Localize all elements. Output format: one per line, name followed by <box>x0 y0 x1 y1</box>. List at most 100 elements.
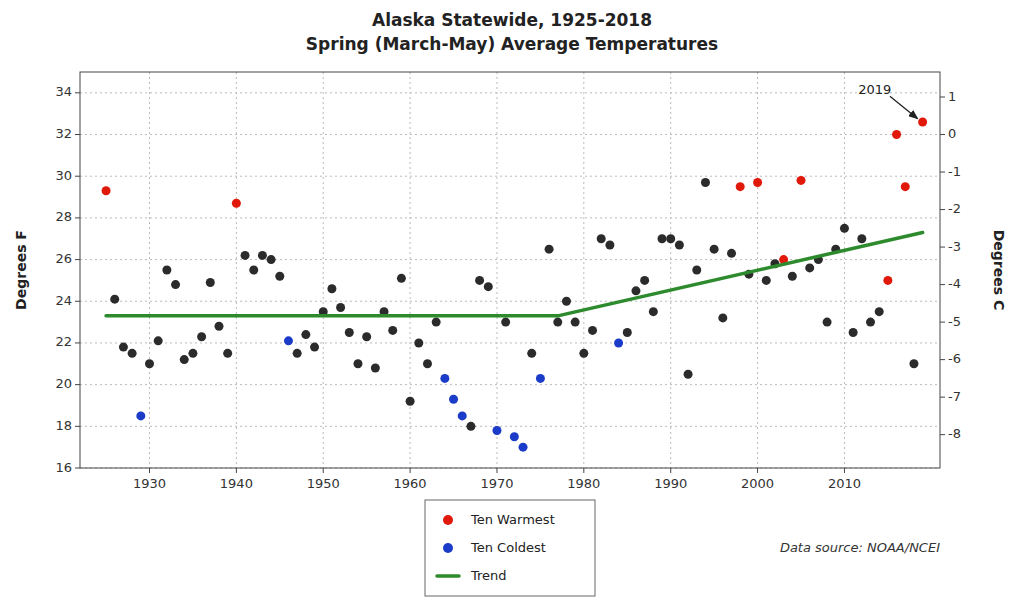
point <box>353 359 362 368</box>
tick-y <box>75 342 80 343</box>
legend-label: Trend <box>470 568 507 583</box>
tick-label-y2: 1 <box>948 89 956 104</box>
legend: Ten Warmest Ten Coldest Trend <box>425 500 595 596</box>
point <box>223 349 232 358</box>
point <box>206 278 215 287</box>
point <box>423 359 432 368</box>
tick-label-y2: -3 <box>948 239 961 254</box>
point <box>258 251 267 260</box>
tick-label-y2: -2 <box>948 201 961 216</box>
legend-label: Ten Warmest <box>470 512 555 527</box>
grid-line-x <box>583 72 584 468</box>
point <box>458 411 467 420</box>
point <box>371 363 380 372</box>
tick-y2 <box>940 434 945 435</box>
annotation: 2019 <box>858 82 891 97</box>
point <box>293 349 302 358</box>
tick-label-x: 1940 <box>220 476 253 491</box>
point <box>588 326 597 335</box>
tick-label-y2: -1 <box>948 164 961 179</box>
point <box>501 318 510 327</box>
y2-axis-label: Degrees C <box>991 230 1007 311</box>
legend-label: Ten Coldest <box>470 540 546 555</box>
point <box>432 318 441 327</box>
grid-line-y <box>80 301 940 302</box>
tick-label-y: 20 <box>55 376 72 391</box>
tick-label-x: 2010 <box>828 476 861 491</box>
point <box>545 245 554 254</box>
tick-label-x: 1930 <box>133 476 166 491</box>
point <box>102 186 111 195</box>
point <box>301 330 310 339</box>
point <box>440 374 449 383</box>
point <box>614 338 623 347</box>
tick-label-x: 1960 <box>394 476 427 491</box>
point <box>171 280 180 289</box>
plot-area <box>102 118 928 452</box>
point <box>605 240 614 249</box>
point <box>692 266 701 275</box>
annotation-arrow <box>890 96 918 119</box>
tick-x <box>323 468 324 473</box>
tick-x <box>149 468 150 473</box>
point <box>840 224 849 233</box>
grid-line-y <box>80 176 940 177</box>
grid-line-y <box>80 426 940 427</box>
point <box>232 199 241 208</box>
plot-frame <box>80 72 940 468</box>
tick-y <box>75 92 80 93</box>
point <box>562 297 571 306</box>
grid-line-x <box>149 72 150 468</box>
trend-line <box>106 232 923 315</box>
point <box>214 322 223 331</box>
point <box>727 249 736 258</box>
point <box>883 276 892 285</box>
point <box>631 286 640 295</box>
tick-label-y: 32 <box>55 126 72 141</box>
title: Alaska Statewide, 1925-2018 <box>372 10 652 30</box>
point <box>788 272 797 281</box>
grid-line-x <box>496 72 497 468</box>
point <box>736 182 745 191</box>
point <box>571 318 580 327</box>
point <box>684 370 693 379</box>
tick-label-y2: -7 <box>948 389 961 404</box>
legend-swatch <box>443 515 453 525</box>
tick-label-x: 1980 <box>567 476 600 491</box>
grid-line-x <box>236 72 237 468</box>
point <box>406 397 415 406</box>
point <box>110 295 119 304</box>
tick-label-y: 28 <box>55 209 72 224</box>
point <box>553 318 562 327</box>
point <box>797 176 806 185</box>
tick-y <box>75 259 80 260</box>
point <box>805 263 814 272</box>
tick-label-x: 2000 <box>741 476 774 491</box>
point <box>753 178 762 187</box>
tick-x <box>670 468 671 473</box>
point <box>701 178 710 187</box>
point <box>484 282 493 291</box>
point <box>762 276 771 285</box>
point <box>128 349 137 358</box>
tick-label-y: 22 <box>55 334 72 349</box>
grid-line-x <box>844 72 845 468</box>
point <box>162 266 171 275</box>
grid <box>80 72 940 468</box>
point <box>918 118 927 127</box>
grid-line-y <box>80 217 940 218</box>
tick-label-y2: -8 <box>948 426 961 441</box>
point <box>180 355 189 364</box>
point <box>909 359 918 368</box>
point <box>536 374 545 383</box>
point <box>658 234 667 243</box>
point <box>892 130 901 139</box>
point <box>675 240 684 249</box>
point <box>188 349 197 358</box>
point <box>597 234 606 243</box>
scatter-series <box>136 336 623 451</box>
point <box>710 245 719 254</box>
point <box>197 332 206 341</box>
point <box>327 284 336 293</box>
point <box>362 332 371 341</box>
